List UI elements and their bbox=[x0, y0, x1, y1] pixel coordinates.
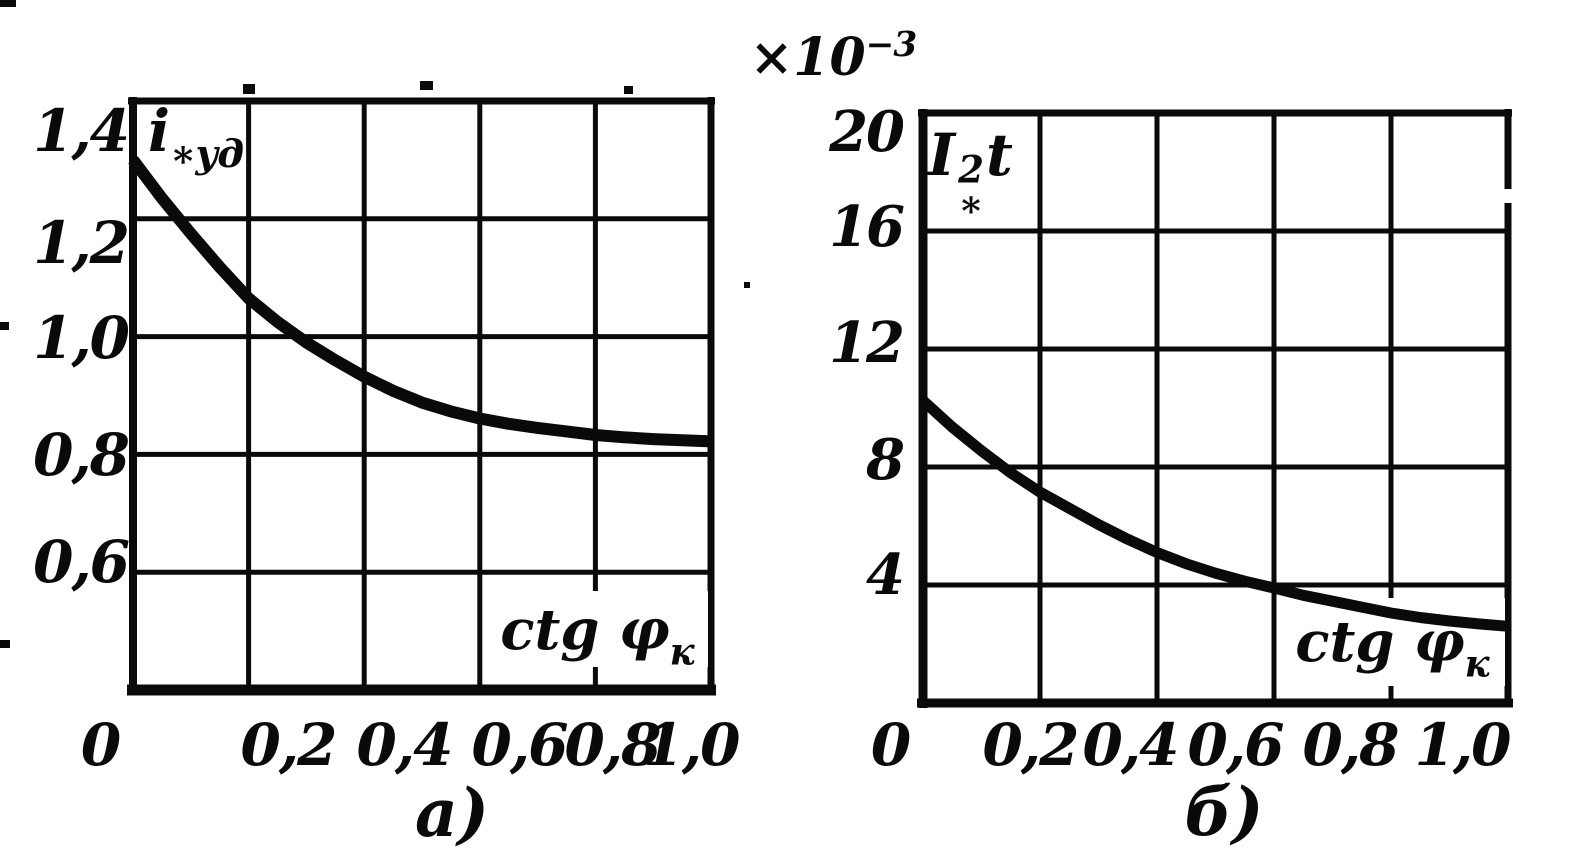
chart-a-quantity-label: i∗уд bbox=[148, 102, 244, 178]
y-tick-label: 0,6 bbox=[33, 528, 130, 596]
y-tick-label: 20 bbox=[829, 99, 905, 165]
multiplier-base: ×10 bbox=[749, 26, 866, 88]
xlabel-subscript: к bbox=[669, 629, 695, 674]
chart-a-caption: а) bbox=[415, 774, 489, 852]
x-tick-label: 0,8 bbox=[1302, 711, 1400, 779]
quantity-superscript: 2 bbox=[958, 147, 984, 192]
xaxis-label-backdrop bbox=[484, 591, 708, 667]
quantity-subscript: ∗уд bbox=[170, 132, 244, 178]
data-curve-a bbox=[128, 156, 712, 448]
scan-speck bbox=[420, 81, 433, 90]
x-tick-label: 0,8 bbox=[564, 711, 662, 779]
x-tick-label: 1,0 bbox=[643, 711, 741, 779]
chart-b-caption: б) bbox=[1184, 773, 1264, 851]
xlabel-base: ctg φ bbox=[1295, 608, 1465, 675]
y-tick-label: 1,4 bbox=[33, 97, 130, 165]
x-tick-label: 0 bbox=[870, 711, 911, 779]
y-tick-label: 4 bbox=[866, 542, 905, 608]
xlabel-subscript: к bbox=[1464, 641, 1490, 686]
x-tick-label: 0,4 bbox=[356, 711, 454, 779]
chart-a-xaxis-label: ctg φк bbox=[500, 602, 695, 674]
scan-speck bbox=[243, 84, 255, 94]
y-tick-label: 8 bbox=[866, 427, 905, 493]
x-tick-label: 0,4 bbox=[1082, 711, 1180, 779]
data-curve-b bbox=[919, 396, 1509, 632]
x-tick-label: 0,6 bbox=[471, 711, 569, 779]
chart-b-quantity-label: I 2 ∗ t bbox=[928, 126, 1013, 222]
quantity-base: I bbox=[928, 121, 956, 189]
scan-speck bbox=[0, 322, 9, 330]
quantity-tail: t bbox=[985, 121, 1013, 189]
x-tick-label: 0,2 bbox=[982, 711, 1080, 779]
y-tick-label: 1,2 bbox=[33, 209, 130, 277]
quantity-subscript: ∗ bbox=[958, 181, 984, 226]
x-tick-label: 0 bbox=[80, 711, 121, 779]
y-tick-label: 12 bbox=[829, 310, 905, 376]
scan-speck bbox=[744, 282, 750, 288]
scan-speck bbox=[624, 86, 633, 94]
scan-speck bbox=[0, 0, 16, 7]
y-tick-label: 1,0 bbox=[33, 304, 130, 372]
quantity-base: i bbox=[148, 97, 171, 165]
chart-b-y-multiplier: ×10−3 bbox=[750, 25, 918, 84]
chart-b-xaxis-label: ctg φк bbox=[1295, 614, 1490, 686]
xlabel-base: ctg φ bbox=[500, 596, 670, 663]
multiplier-exponent: −3 bbox=[865, 25, 918, 66]
y-tick-label: 0,8 bbox=[33, 421, 130, 489]
x-tick-label: 0,2 bbox=[240, 711, 338, 779]
x-tick-label: 1,0 bbox=[1414, 711, 1512, 779]
y-tick-label: 16 bbox=[829, 194, 905, 260]
scan-speck bbox=[0, 640, 10, 648]
x-tick-label: 0,6 bbox=[1187, 711, 1285, 779]
